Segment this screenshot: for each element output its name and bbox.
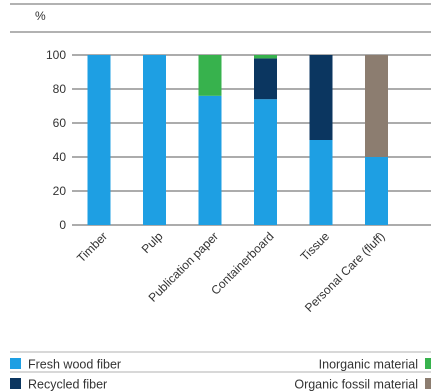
y-tick-label: 100	[46, 48, 66, 62]
bar-pulp-fresh-wood-fiber	[143, 55, 166, 225]
unit-label: %	[35, 9, 46, 23]
legend-item-inorganic-material: Inorganic material	[319, 358, 431, 372]
bar-personal-care-fluff-organic-fossil-material	[365, 55, 388, 157]
bar-tissue-fresh-wood-fiber	[309, 140, 333, 225]
y-tick-label: 40	[53, 150, 67, 164]
bar-timber-fresh-wood-fiber	[87, 55, 111, 225]
y-tick-label: 60	[53, 116, 67, 130]
bar-publication-paper-inorganic-material	[198, 55, 222, 96]
legend-swatch	[10, 378, 21, 389]
bar-containerboard-inorganic-material	[254, 55, 277, 59]
legend-item-organic-fossil-material: Organic fossil material	[294, 378, 431, 392]
legend-label: Organic fossil material	[294, 378, 418, 392]
bar-containerboard-fresh-wood-fiber	[254, 99, 277, 225]
legend-swatch	[425, 378, 431, 389]
x-tick-label: Timber	[74, 229, 110, 265]
legend-item-fresh-wood-fiber: Fresh wood fiber	[10, 358, 121, 372]
legend: Fresh wood fiber Recycled fiber Inorganic …	[10, 358, 431, 392]
legend-swatch	[10, 358, 21, 369]
y-tick-label: 20	[53, 184, 67, 198]
bar-personal-care-fluff-fresh-wood-fiber	[365, 157, 388, 225]
legend-label: Fresh wood fiber	[28, 358, 121, 372]
gridlines	[72, 54, 431, 226]
legend-swatch	[425, 358, 431, 369]
x-tick-label: Pulp	[139, 229, 166, 256]
bar-containerboard-recycled-fiber	[254, 58, 277, 100]
legend-label: Inorganic material	[319, 358, 418, 372]
y-tick-label: 0	[59, 218, 66, 232]
legend-label: Recycled fiber	[28, 378, 107, 392]
bars	[87, 55, 388, 225]
legend-item-recycled-fiber: Recycled fiber	[10, 378, 107, 392]
bar-tissue-recycled-fiber	[309, 55, 333, 140]
bar-publication-paper-fresh-wood-fiber	[198, 95, 222, 225]
y-tick-label: 80	[53, 82, 67, 96]
y-tick-labels: 0 20 40 60 80 100	[46, 48, 66, 232]
x-tick-label: Tissue	[298, 229, 333, 264]
